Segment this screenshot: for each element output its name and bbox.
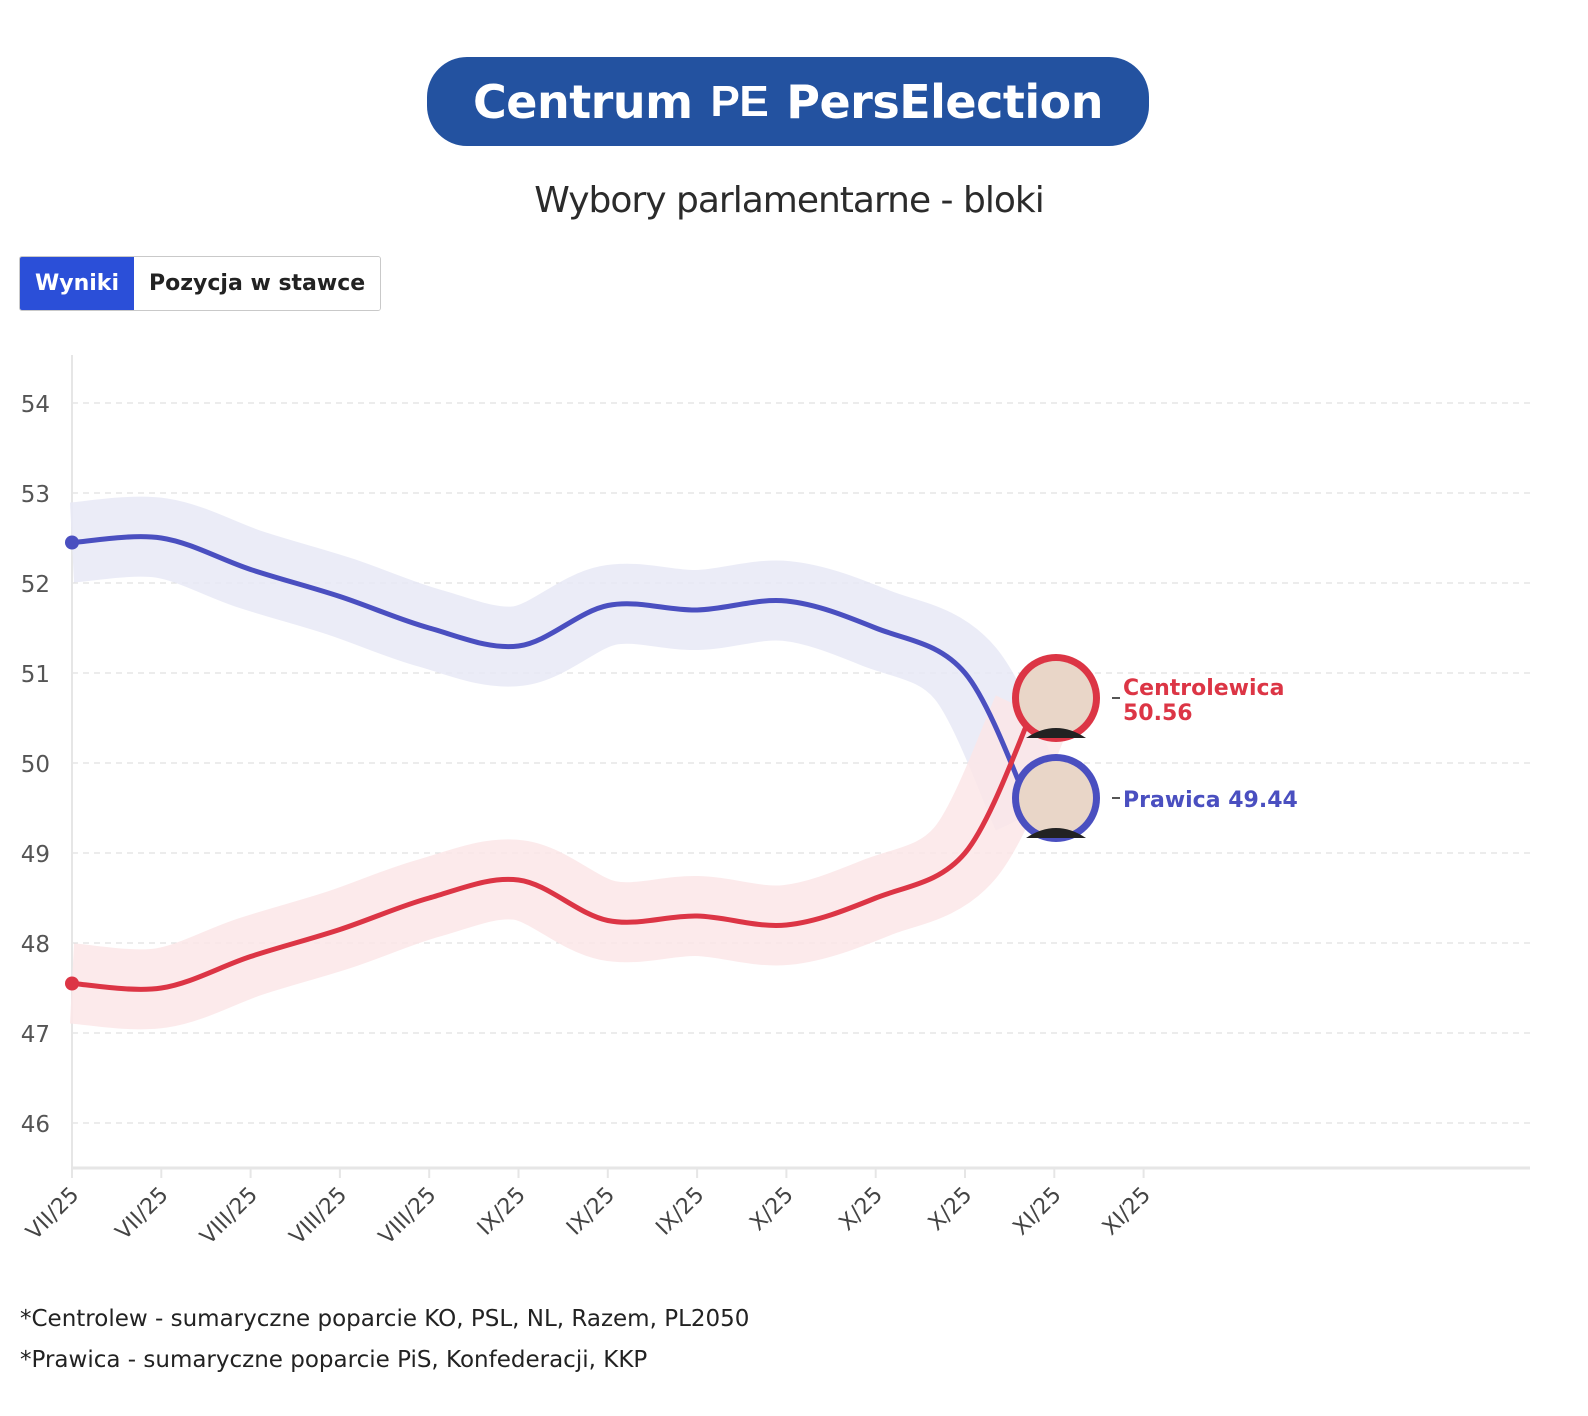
x-tick-label: VIII/25	[196, 1183, 263, 1250]
label-centrolewica-value: 50.56	[1123, 701, 1193, 726]
avatar-suit	[1026, 728, 1086, 738]
x-tick-label: X/25	[745, 1183, 798, 1236]
brand-left: Centrum	[472, 74, 693, 129]
tab-pozycja[interactable]: Pozycja w stawce	[133, 257, 381, 310]
label-prawica: Prawica 49.44	[1123, 788, 1298, 813]
x-tick-label: IX/25	[651, 1183, 709, 1241]
y-tick-label: 52	[21, 572, 50, 598]
brand-right: PersElection	[786, 74, 1103, 129]
avatar-photo	[1019, 661, 1093, 735]
start-point	[65, 976, 79, 991]
y-tick-label: 50	[21, 752, 50, 778]
series-line-prawica	[71, 534, 1035, 815]
start-point	[65, 535, 79, 550]
x-tick-label: XI/25	[1009, 1183, 1067, 1241]
tab-wyniki[interactable]: Wyniki	[20, 257, 134, 310]
chart-title: Wybory parlamentarne - bloki	[534, 180, 1044, 221]
series-line-centrolewica	[71, 711, 1035, 992]
x-tick-label: IX/25	[562, 1183, 620, 1241]
y-tick-label: 48	[21, 932, 50, 958]
y-tick-label: 49	[21, 842, 50, 868]
avatar-photo	[1019, 761, 1093, 835]
x-tick-label: VII/25	[22, 1183, 85, 1246]
y-tick-label: 51	[21, 662, 50, 688]
x-tick-label: X/25	[835, 1183, 888, 1236]
footnote-prawica: *Prawica - sumaryczne poparcie PiS, Konf…	[20, 1347, 648, 1373]
y-tick-label: 47	[21, 1022, 50, 1048]
x-tick-label: X/25	[924, 1183, 977, 1236]
avatar-suit	[1026, 828, 1086, 838]
y-tick-label: 54	[21, 392, 50, 418]
brand-logo: Centrum PE PersElection	[427, 57, 1149, 146]
confidence-band-prawica	[68, 496, 1069, 831]
brand-mark: PE	[710, 76, 769, 126]
confidence-band-centrolewica	[68, 695, 1069, 1030]
footnote-centrolew: *Centrolew - sumaryczne poparcie KO, PSL…	[20, 1306, 750, 1332]
x-tick-label: VIII/25	[374, 1183, 441, 1250]
label-centrolewica-name: Centrolewica	[1123, 676, 1284, 701]
x-tick-label: VIII/25	[285, 1183, 352, 1250]
y-tick-label: 53	[21, 482, 50, 508]
x-tick-label: VII/25	[111, 1183, 174, 1246]
y-tick-label: 46	[21, 1112, 50, 1138]
x-tick-label: IX/25	[473, 1183, 531, 1241]
view-tabs: Wyniki Pozycja w stawce	[19, 256, 382, 311]
x-tick-label: XI/25	[1098, 1183, 1156, 1241]
line-chart: 46 47 48 49 50 51 52 53 54 VII/25 VII/25 VIII/25 VII…	[21, 355, 1530, 1250]
